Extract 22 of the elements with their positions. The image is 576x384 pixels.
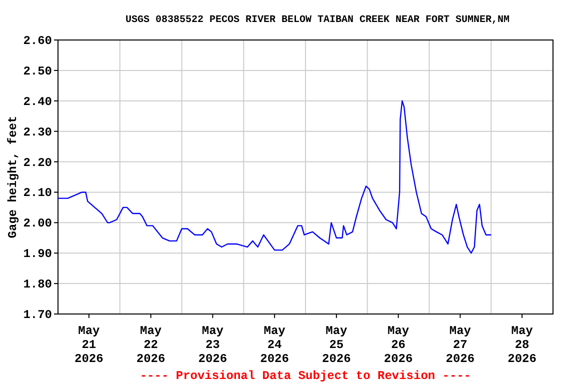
y-tick-label: 2.00: [23, 216, 52, 231]
y-tick-label: 2.60: [23, 34, 52, 48]
y-tick-label: 2.30: [23, 125, 52, 140]
x-tick-label: May 26 2026: [384, 324, 413, 366]
y-tick-label: 1.70: [23, 308, 52, 322]
x-tick-label: May 25 2026: [322, 324, 351, 366]
y-tick-label: 1.80: [23, 278, 52, 292]
x-tick-label: May 27 2026: [446, 324, 475, 366]
x-tick-label: May 23 2026: [198, 324, 228, 366]
y-tick-label: 2.10: [23, 186, 52, 200]
x-tick-label: May 21 2026: [74, 324, 104, 366]
x-tick-label: May 22 2026: [136, 324, 166, 366]
y-tick-label: 2.50: [23, 64, 52, 78]
text: ---- Provisional Data Subject to Revision ----: [140, 369, 472, 383]
y-tick-label: 2.20: [23, 156, 52, 170]
y-tick-label: 1.90: [23, 247, 52, 262]
y-axis-title: Gage height, feet: [6, 116, 20, 238]
line-series: [57, 100, 492, 254]
y-tick-label: 2.40: [23, 94, 52, 109]
chart-title: USGS 08385522 PECOS RIVER BELOW TAIBAN CREEK NEAR FORT SUMNER,NM: [125, 15, 510, 26]
x-tick-label: May 24 2026: [260, 324, 289, 366]
x-tick-label: May 28 2026: [508, 324, 536, 366]
